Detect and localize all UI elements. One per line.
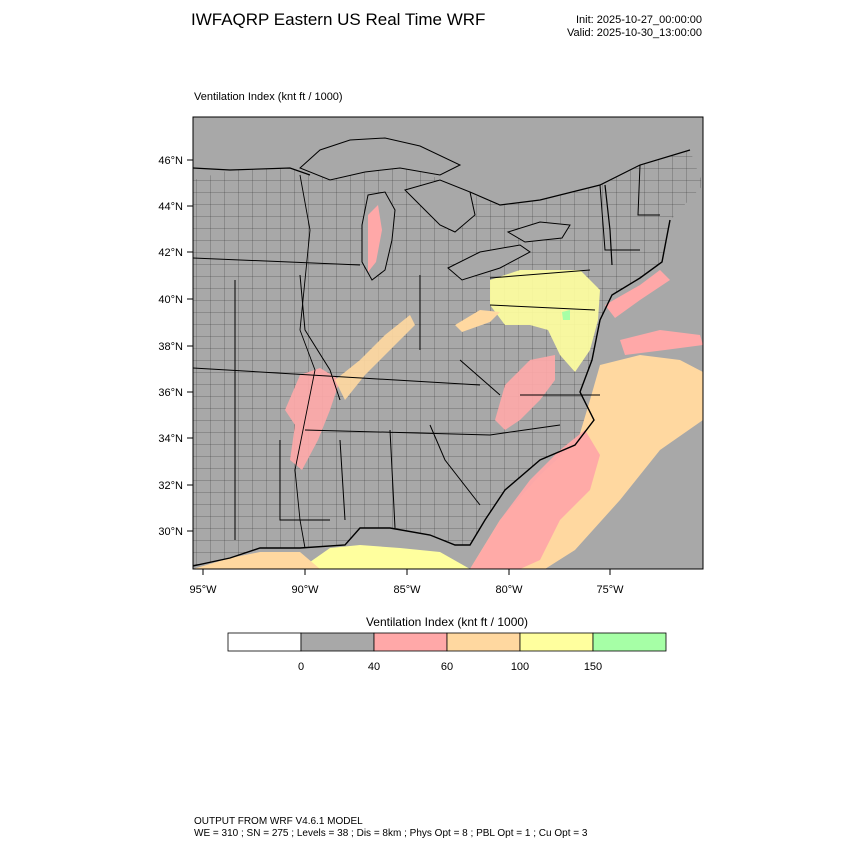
lon-label: 75°W <box>596 584 624 596</box>
coastline <box>193 219 671 567</box>
lat-label: 44°N <box>158 201 183 213</box>
mid-atlantic-yellow <box>490 270 600 372</box>
plot-field-label: Ventilation Index (knt ft / 1000) <box>194 91 343 103</box>
ocean-band-pink-east <box>620 330 703 355</box>
lat-label: 36°N <box>158 387 183 399</box>
state-borders <box>193 164 660 540</box>
lake-huron <box>404 179 476 233</box>
lat-label: 42°N <box>158 247 183 259</box>
longitude-ticks <box>202 569 611 575</box>
lat-label: 32°N <box>158 480 183 492</box>
latitude-labels: 46°N 44°N 42°N 40°N 38°N 36°N 34°N 32°N … <box>158 155 183 538</box>
init-time-label: Init: 2025-10-27_00:00:00 <box>576 14 702 26</box>
gulf-band-yellow <box>300 545 470 569</box>
gulf-band-orange <box>193 552 320 569</box>
footer-config-line: WE = 310 ; SN = 275 ; Levels = 38 ; Dis … <box>194 828 588 839</box>
lon-label: 80°W <box>495 584 523 596</box>
footer-model-line: OUTPUT FROM WRF V4.6.1 MODEL <box>194 816 363 827</box>
colorbar-label: 40 <box>368 661 380 673</box>
mississippi-river <box>294 174 316 549</box>
colorbar: 0 40 60 100 150 <box>227 632 667 673</box>
lake-ontario <box>506 221 571 243</box>
green-cell <box>562 310 570 320</box>
longitude-labels: 95°W 90°W 85°W 80°W 75°W <box>189 584 624 596</box>
lat-label: 46°N <box>158 155 183 167</box>
colorbar-label: 150 <box>584 661 602 673</box>
erie-shore-orange <box>455 310 500 332</box>
appalachian-pink <box>495 355 555 430</box>
colorbar-swatch <box>227 632 302 652</box>
map-frame <box>192 116 704 570</box>
colorbar-label: 0 <box>298 661 304 673</box>
lon-label: 85°W <box>393 584 421 596</box>
lat-label: 34°N <box>158 433 183 445</box>
main-title: IWFAQRP Eastern US Real Time WRF <box>191 10 486 29</box>
colorbar-swatch <box>592 632 667 652</box>
colorbar-label: 60 <box>441 661 453 673</box>
colorbar-swatch <box>519 632 594 652</box>
ocean-band-pink <box>470 430 600 569</box>
lon-label: 95°W <box>189 584 217 596</box>
lat-label: 38°N <box>158 341 183 353</box>
lon-label: 90°W <box>291 584 319 596</box>
mississippi-valley-pink <box>285 368 340 470</box>
ohio-valley-orange <box>335 315 415 400</box>
lat-label: 30°N <box>158 526 183 538</box>
colorbar-swatch <box>373 632 448 652</box>
ocean-band-pink-north <box>605 270 670 318</box>
lat-label: 40°N <box>158 294 183 306</box>
colorbar-swatch <box>446 632 521 652</box>
land-area <box>193 150 703 566</box>
map-area <box>193 117 703 569</box>
lake-superior <box>299 137 462 181</box>
michigan-shore-pink <box>368 205 382 272</box>
ventilation-index-map: 46°N 44°N 42°N 40°N 38°N 36°N 34°N 32°N … <box>158 116 704 673</box>
latitude-ticks <box>187 159 193 532</box>
valid-time-label: Valid: 2025-10-30_13:00:00 <box>567 27 702 39</box>
colorbar-swatch <box>300 632 375 652</box>
colorbar-title: Ventilation Index (knt ft / 1000) <box>365 615 529 629</box>
lake-erie <box>447 244 531 281</box>
colorbar-label: 100 <box>511 661 529 673</box>
